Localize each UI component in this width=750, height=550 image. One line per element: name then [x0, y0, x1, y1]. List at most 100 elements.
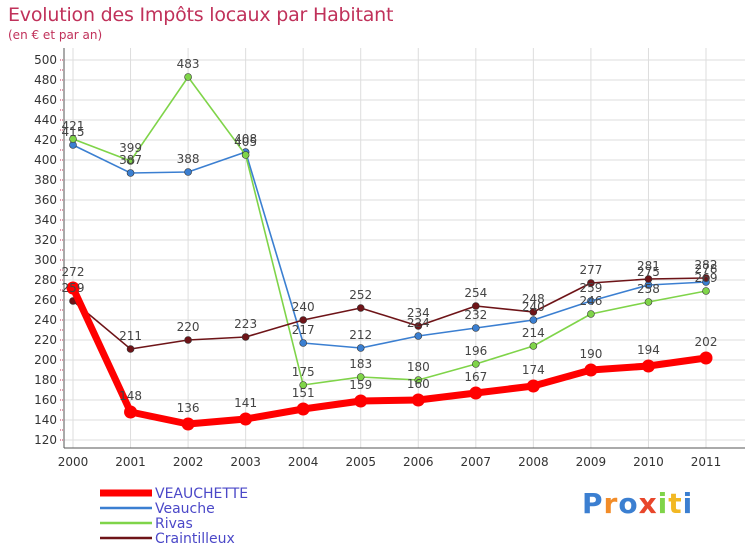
chart-subtitle: (en € et par an) — [8, 28, 103, 42]
data-label-craintilleux: 252 — [349, 288, 372, 302]
x-tick-label: 2003 — [230, 455, 261, 469]
data-label-craintilleux: 254 — [464, 286, 487, 300]
series-line-veauchette — [69, 284, 710, 428]
chart-title: Evolution des Impôts locaux par Habitant — [8, 4, 394, 26]
data-label-veauchette: 190 — [579, 347, 602, 361]
data-point-veauchette — [66, 281, 80, 295]
data-label-veauche: 415 — [62, 125, 85, 139]
data-point-veauchette — [526, 379, 540, 393]
data-label-veauchette: 194 — [637, 343, 660, 357]
data-point-rivas — [644, 298, 653, 306]
y-tick-label: 180 — [34, 373, 57, 387]
data-label-craintilleux: 234 — [407, 306, 430, 320]
data-point-craintilleux — [184, 336, 192, 344]
data-point-craintilleux — [472, 302, 480, 310]
grid — [64, 48, 745, 448]
data-label-craintilleux: 220 — [177, 320, 200, 334]
data-label-rivas: 183 — [349, 357, 372, 371]
y-tick-label: 260 — [34, 293, 57, 307]
data-point-veauchette — [584, 363, 598, 377]
data-label-veauche: 259 — [579, 281, 602, 295]
data-point-rivas — [587, 310, 595, 318]
data-point-craintilleux — [356, 304, 365, 312]
data-point-craintilleux — [126, 345, 135, 353]
logo-letter: t — [668, 487, 683, 520]
data-label-veauchette: 159 — [349, 378, 372, 392]
data-label-veauchette: 160 — [407, 377, 430, 391]
logo-letter: i — [657, 487, 669, 520]
data-label-veauche: 217 — [292, 323, 315, 337]
y-tick-label: 320 — [34, 233, 57, 247]
data-point-rivas — [241, 151, 250, 159]
data-label-veauchette: 141 — [234, 396, 257, 410]
data-label-rivas: 180 — [407, 360, 430, 374]
data-label-rivas: 405 — [234, 135, 257, 149]
data-label-rivas: 421 — [62, 119, 85, 133]
data-label-craintilleux: 240 — [292, 300, 315, 314]
x-tick-label: 2001 — [115, 455, 146, 469]
proxiti-logo: Proxiti — [582, 487, 693, 520]
data-label-rivas: 399 — [119, 141, 142, 155]
data-point-veauche — [472, 324, 480, 332]
data-point-veauchette — [239, 412, 253, 426]
data-label-veauchette: 151 — [292, 386, 315, 400]
data-point-craintilleux — [702, 274, 710, 282]
data-point-veauche — [356, 344, 365, 352]
logo-letter: x — [638, 487, 658, 520]
y-tick-label: 120 — [34, 433, 57, 447]
data-point-rivas — [472, 360, 480, 368]
data-point-craintilleux — [299, 316, 307, 324]
data-point-rivas — [356, 373, 365, 381]
data-point-rivas — [702, 287, 710, 295]
y-tick-label: 420 — [34, 133, 57, 147]
data-point-craintilleux — [644, 275, 653, 283]
data-label-veauche: 275 — [637, 265, 660, 279]
data-label-craintilleux: 282 — [695, 258, 718, 272]
data-point-craintilleux — [587, 279, 595, 287]
data-label-veauchette: 202 — [695, 335, 718, 349]
data-label-veauchette: 136 — [177, 401, 200, 415]
data-label-veauchette: 167 — [464, 370, 487, 384]
x-tick-label: 2005 — [345, 455, 376, 469]
data-label-veauche: 408 — [234, 132, 257, 146]
data-point-rivas — [184, 73, 192, 81]
data-label-veauche: 388 — [177, 152, 200, 166]
data-label-veauche: 278 — [695, 262, 718, 276]
data-label-rivas: 196 — [464, 344, 487, 358]
y-tick-label: 160 — [34, 393, 57, 407]
x-tick-label: 2000 — [58, 455, 89, 469]
series-line-rivas — [72, 76, 707, 386]
data-point-veauche — [587, 297, 595, 305]
data-point-rivas — [69, 135, 77, 143]
y-tick-label: 400 — [34, 153, 57, 167]
y-tick-label: 280 — [34, 273, 57, 287]
data-label-rivas: 214 — [522, 326, 545, 340]
data-label-veauchette: 174 — [522, 363, 545, 377]
legend-label-veauche: Veauche — [155, 501, 215, 517]
y-tick-label: 300 — [34, 253, 57, 267]
x-tick-label: 2009 — [576, 455, 607, 469]
x-tick-label: 2006 — [403, 455, 434, 469]
x-tick-label: 2007 — [461, 455, 492, 469]
data-point-craintilleux — [414, 322, 423, 330]
data-point-craintilleux — [241, 333, 250, 341]
y-tick-label: 500 — [34, 53, 57, 67]
data-point-veauche — [414, 332, 423, 340]
data-label-veauche: 240 — [522, 300, 545, 314]
data-point-veauche — [529, 316, 538, 324]
data-point-veauchette — [296, 402, 310, 416]
data-point-veauchette — [699, 351, 713, 365]
data-label-veauchette: 272 — [62, 265, 85, 279]
data-labels: 272 148 136 141 151 159 160 167 174 190 194 202 415 3… — [62, 57, 718, 415]
legend-label-craintilleux: Craintilleux — [155, 531, 235, 547]
y-tick-label: 360 — [34, 193, 57, 207]
x-tick-label: 2002 — [173, 455, 204, 469]
y-tick-label: 380 — [34, 173, 57, 187]
y-tick-label: 460 — [34, 93, 57, 107]
y-tick-label: 220 — [34, 333, 57, 347]
legend-label-rivas: Rivas — [155, 516, 193, 532]
series-line-craintilleux — [72, 277, 707, 350]
x-tick-label: 2010 — [633, 455, 664, 469]
data-point-veauchette — [181, 417, 195, 431]
